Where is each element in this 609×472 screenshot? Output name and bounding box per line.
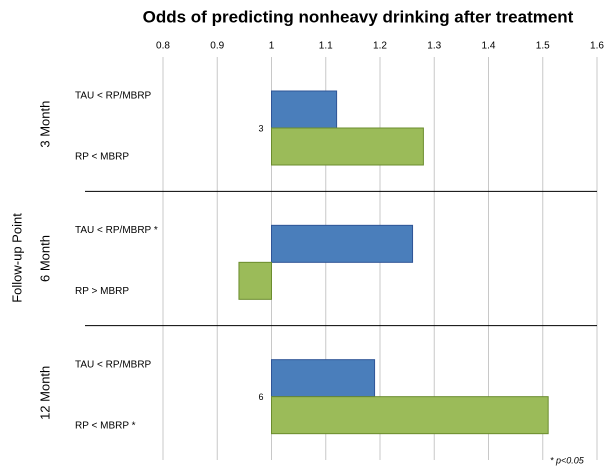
bar-label: RP < MBRP [75, 152, 129, 163]
bar-label: TAU < RP/MBRP [75, 91, 152, 102]
x-tick-label: 1.3 [427, 41, 441, 52]
annotation: 6 [258, 392, 263, 402]
footnote: * p<0.05 [550, 455, 585, 465]
chart-title: Odds of predicting nonheavy drinking aft… [143, 7, 574, 26]
x-tick-label: 1.1 [319, 41, 333, 52]
bar [271, 224, 414, 263]
bar-label: RP > MBRP [75, 286, 129, 297]
x-tick-label: 1.5 [536, 41, 550, 52]
x-tick-label: 1.2 [373, 41, 387, 52]
bar-label: TAU < RP/MBRP [75, 359, 152, 370]
x-tick-label: 1 [269, 41, 275, 52]
bar-label: RP < MBRP * [75, 420, 136, 431]
bar [271, 396, 549, 435]
bar-label: TAU < RP/MBRP * [75, 225, 158, 236]
bar [271, 127, 424, 166]
x-tick-label: 1.4 [482, 41, 496, 52]
bar [271, 359, 376, 398]
bar [238, 261, 272, 300]
x-tick-label: 0.9 [210, 41, 224, 52]
x-tick-label: 1.6 [590, 41, 604, 52]
group-label: 12 Month [37, 366, 52, 420]
x-tick-label: 0.8 [156, 41, 170, 52]
annotation: 3 [258, 123, 263, 133]
group-label: 6 Month [37, 235, 52, 282]
group-label: 3 Month [37, 101, 52, 148]
y-axis-title: Follow-up Point [9, 213, 24, 303]
bar [271, 90, 338, 129]
